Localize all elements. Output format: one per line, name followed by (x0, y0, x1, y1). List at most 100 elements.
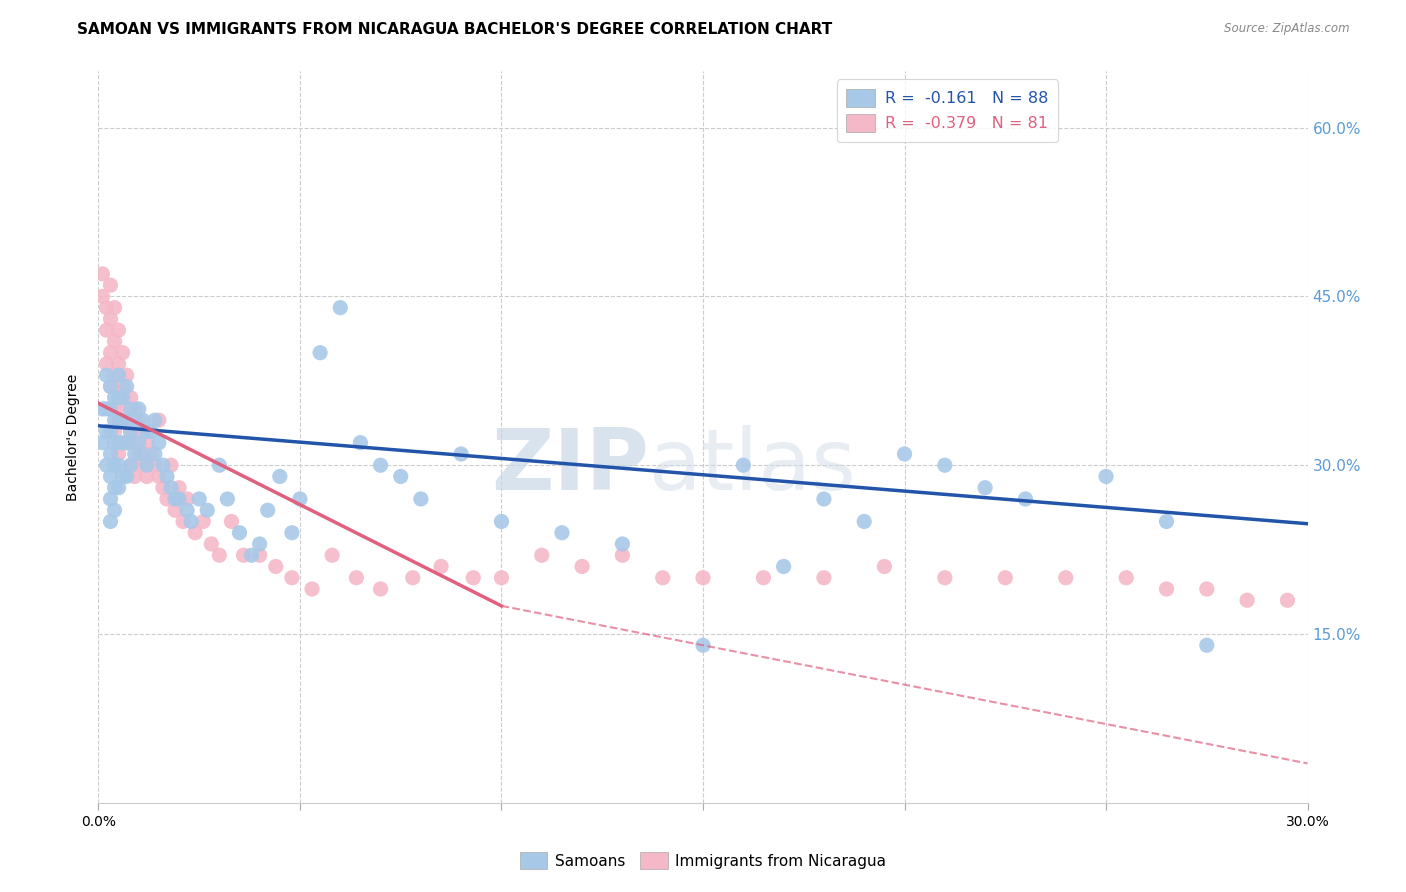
Legend: Samoans, Immigrants from Nicaragua: Samoans, Immigrants from Nicaragua (513, 846, 893, 875)
Point (733, 458, 755, 473)
Point (813, 491, 835, 506)
Point (217, 491, 239, 506)
Point (143, 447, 166, 461)
Point (152, 481, 174, 495)
Point (873, 559, 896, 574)
Point (409, 491, 432, 506)
Point (329, 301, 352, 315)
Point (1095, 469, 1118, 483)
Point (111, 379, 134, 393)
Point (111, 469, 134, 483)
Point (1054, 571, 1077, 585)
Point (143, 413, 166, 427)
Point (1156, 515, 1178, 529)
Point (96, 458, 118, 473)
Point (176, 503, 198, 517)
Point (100, 401, 122, 416)
Point (148, 435, 170, 450)
Point (100, 425, 122, 439)
Point (103, 391, 125, 405)
Point (221, 515, 243, 529)
Point (349, 435, 371, 450)
Point (96, 368, 118, 383)
Point (107, 413, 129, 427)
Point (256, 503, 278, 517)
Point (264, 559, 287, 574)
Point (232, 548, 254, 562)
Point (281, 525, 304, 540)
Point (571, 559, 593, 574)
Point (111, 413, 134, 427)
Point (934, 458, 956, 473)
Point (132, 425, 155, 439)
Point (551, 525, 574, 540)
Point (91, 435, 114, 450)
Point (115, 401, 138, 416)
Point (107, 368, 129, 383)
Point (103, 334, 125, 349)
Point (124, 413, 146, 427)
Point (96, 301, 118, 315)
Point (107, 447, 129, 461)
Point (100, 278, 122, 293)
Point (752, 571, 775, 585)
Point (208, 458, 231, 473)
Point (228, 525, 250, 540)
Point (612, 537, 634, 551)
Point (115, 469, 138, 483)
Point (1195, 638, 1218, 652)
Point (91, 289, 114, 303)
Point (107, 357, 129, 371)
Text: Source: ZipAtlas.com: Source: ZipAtlas.com (1225, 22, 1350, 36)
Point (120, 425, 142, 439)
Point (128, 413, 150, 427)
Point (184, 525, 207, 540)
Point (450, 447, 472, 461)
Point (1014, 491, 1036, 506)
Point (281, 571, 304, 585)
Point (107, 379, 129, 393)
Point (124, 447, 146, 461)
Point (107, 413, 129, 427)
Point (100, 491, 122, 506)
Point (120, 458, 142, 473)
Point (100, 379, 122, 393)
Point (120, 425, 142, 439)
Point (152, 458, 174, 473)
Point (974, 481, 997, 495)
Point (893, 447, 915, 461)
Text: SAMOAN VS IMMIGRANTS FROM NICARAGUA BACHELOR'S DEGREE CORRELATION CHART: SAMOAN VS IMMIGRANTS FROM NICARAGUA BACH… (77, 22, 832, 37)
Point (103, 458, 125, 473)
Point (176, 491, 198, 506)
Point (491, 515, 513, 529)
Point (692, 571, 714, 585)
Point (96, 357, 118, 371)
Point (195, 503, 218, 517)
Point (208, 548, 231, 562)
Point (120, 401, 142, 416)
Point (269, 469, 291, 483)
Point (91, 267, 114, 281)
Point (167, 491, 190, 506)
Point (692, 638, 714, 652)
Point (100, 469, 122, 483)
Point (111, 391, 134, 405)
Point (772, 559, 794, 574)
Point (96, 425, 118, 439)
Point (107, 391, 129, 405)
Point (100, 447, 122, 461)
Point (107, 481, 129, 495)
Point (135, 469, 157, 483)
Point (124, 401, 146, 416)
Point (1277, 593, 1299, 607)
Point (156, 469, 179, 483)
Point (853, 515, 876, 529)
Point (115, 435, 138, 450)
Point (96, 323, 118, 337)
Point (193, 515, 215, 529)
Point (200, 537, 222, 551)
Y-axis label: Bachelor's Degree: Bachelor's Degree (66, 374, 80, 500)
Point (370, 582, 392, 596)
Point (115, 435, 138, 450)
Point (115, 413, 138, 427)
